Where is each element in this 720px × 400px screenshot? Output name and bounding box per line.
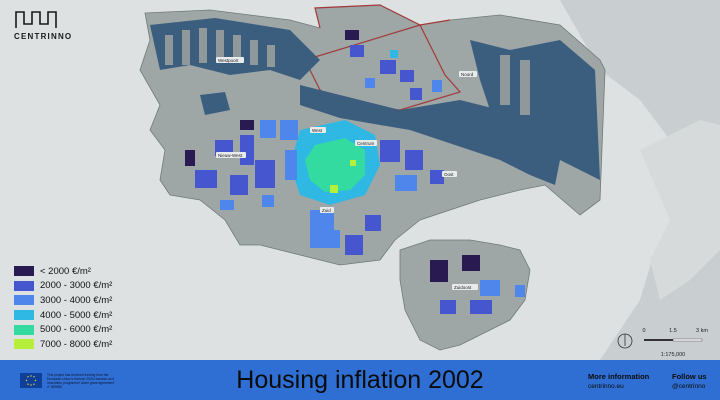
scale-tick-1: 1.5 [669, 328, 677, 334]
scale-ratio: 1:175,000 [661, 352, 685, 358]
price-blocks [185, 30, 525, 314]
label-westpoort: Westpoort [218, 58, 239, 63]
legend-label: 5000 - 6000 €/m² [40, 324, 113, 336]
scale-bar: 0 1.5 3 km 1:175,000 [617, 328, 708, 358]
eu-flag-icon [20, 373, 42, 388]
label-west: West [312, 128, 323, 133]
harbour-piers [165, 28, 530, 115]
centrinno-logo-icon [15, 11, 57, 28]
brand-name: CENTRINNO [14, 32, 73, 41]
legend-label: 4000 - 5000 €/m² [40, 309, 113, 321]
scale-tick-2: 3 km [696, 328, 708, 334]
legend-label: 7000 - 8000 €/m² [40, 338, 113, 350]
legend-label: < 2000 €/m² [40, 265, 91, 277]
place-labels: Westpoort Noord Nieuw-West West Centrum … [216, 57, 478, 290]
legend-label: 2000 - 3000 €/m² [40, 280, 113, 292]
legend-swatch [14, 339, 34, 350]
legend-item: 5000 - 6000 €/m² [14, 322, 112, 337]
north-arrow-icon [617, 333, 633, 349]
footer-bar: This project has received funding from t… [0, 360, 720, 400]
follow-us-label: Follow us [672, 372, 707, 381]
follow-us-link[interactable]: @centrinno [672, 383, 706, 390]
legend-swatch [14, 266, 34, 277]
more-info-link[interactable]: centrinno.eu [588, 383, 624, 390]
legend-item: < 2000 €/m² [14, 264, 112, 279]
legend-swatch [14, 310, 34, 321]
legend-swatch [14, 295, 34, 306]
amsterdam-map: Westpoort Noord Nieuw-West West Centrum … [139, 0, 720, 360]
legend-swatch [14, 280, 34, 291]
legend-item: 4000 - 5000 €/m² [14, 308, 112, 323]
label-oost: Oost [444, 172, 454, 177]
page-title: Housing inflation 2002 [236, 366, 484, 394]
label-centrum: Centrum [357, 141, 375, 146]
legend: < 2000 €/m² 2000 - 3000 €/m² 3000 - 4000… [14, 264, 112, 352]
legend-item: 3000 - 4000 €/m² [14, 293, 112, 308]
more-info-label: More information [588, 372, 650, 381]
label-zuid: Zuid [322, 208, 331, 213]
legend-label: 3000 - 4000 €/m² [40, 294, 113, 306]
legend-item: 7000 - 8000 €/m² [14, 337, 112, 352]
scale-tick-0: 0 [642, 328, 645, 334]
legend-swatch [14, 324, 34, 335]
label-noord: Noord [461, 72, 474, 77]
legend-item: 2000 - 3000 €/m² [14, 279, 112, 294]
label-nieuw-west: Nieuw-West [218, 153, 243, 158]
funding-note: This project has received funding from t… [47, 373, 115, 390]
outer-water [640, 120, 720, 300]
label-zuidoost: Zuidoost [454, 285, 472, 290]
